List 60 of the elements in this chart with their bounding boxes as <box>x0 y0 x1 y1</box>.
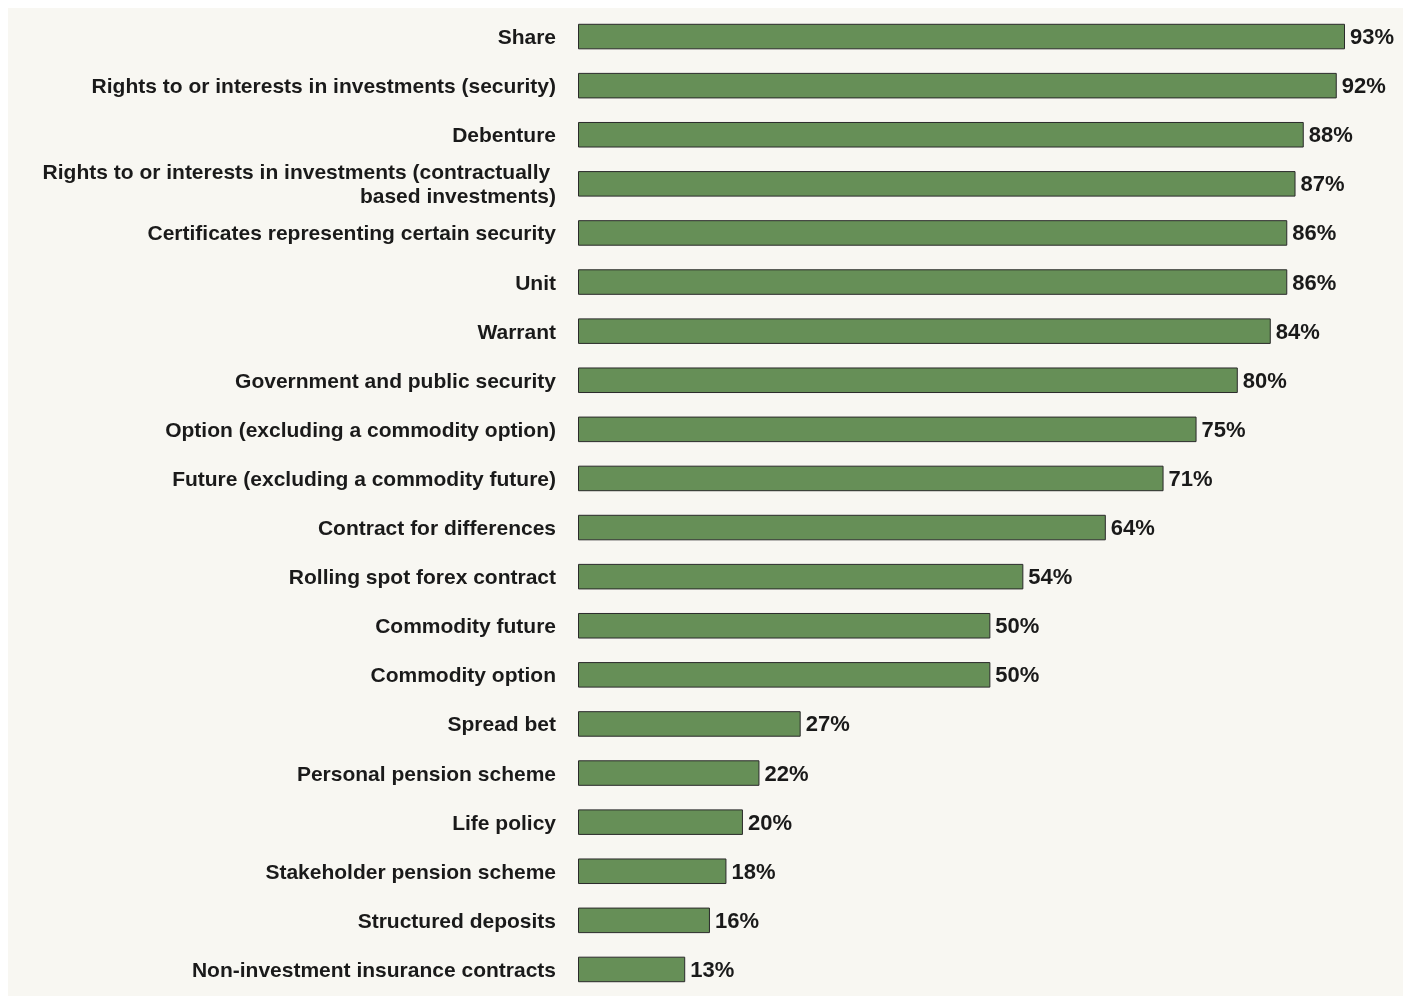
y-tick-label: Rights to or interests in investments (security) <box>91 74 556 98</box>
y-tick-label: Government and public security <box>235 368 557 392</box>
bar <box>578 367 1238 394</box>
data-label: 93% <box>1350 24 1395 50</box>
y-tick-label: Future (excluding a commodity future) <box>172 466 556 490</box>
bar <box>578 121 1304 148</box>
data-label: 80% <box>1242 367 1287 393</box>
data-label: 22% <box>764 760 809 786</box>
data-label: 13% <box>690 956 735 982</box>
y-tick-label: Commodity option <box>370 663 556 687</box>
data-label: 92% <box>1341 73 1386 99</box>
y-tick-label: Structured deposits <box>357 908 556 932</box>
bar <box>578 907 710 934</box>
data-label: 50% <box>995 662 1040 688</box>
bar <box>578 318 1271 344</box>
bar <box>578 956 686 983</box>
y-tick-label: Debenture <box>452 123 556 147</box>
bar <box>578 416 1197 443</box>
data-label: 86% <box>1292 220 1337 246</box>
y-tick-label: Non-investment insurance contracts <box>191 957 556 981</box>
bar <box>578 662 991 688</box>
bar <box>578 171 1296 197</box>
y-tick-label: Commodity future <box>375 614 556 638</box>
data-label: 71% <box>1168 465 1213 491</box>
data-label: 18% <box>731 858 776 884</box>
y-tick-label: Rolling spot forex contract <box>288 565 557 589</box>
data-label: 54% <box>1028 564 1073 590</box>
bar <box>578 23 1345 50</box>
data-label: 64% <box>1110 515 1155 541</box>
bar <box>578 514 1106 541</box>
bar <box>578 220 1288 246</box>
y-tick-label: Personal pension scheme <box>296 761 556 785</box>
bar <box>578 760 760 786</box>
data-label: 75% <box>1201 416 1246 442</box>
y-tick-label: Stakeholder pension scheme <box>265 859 556 883</box>
data-label: 87% <box>1300 171 1345 197</box>
data-label: 20% <box>747 809 792 835</box>
data-label: 50% <box>995 613 1040 639</box>
data-label: 88% <box>1308 122 1353 148</box>
bar <box>578 269 1288 295</box>
data-label: 86% <box>1292 269 1337 295</box>
data-label: 84% <box>1275 318 1320 344</box>
y-tick-label: Share <box>497 25 556 49</box>
y-tick-label: Certificates representing certain security <box>147 221 557 245</box>
y-tick-label: Option (excluding a commodity option) <box>165 417 556 441</box>
y-tick-label: Unit <box>515 270 556 294</box>
bar <box>578 563 1024 590</box>
y-tick-label: Contract for differences <box>317 516 556 540</box>
bar <box>578 612 991 639</box>
y-tick-label: Rights to or interests in investments (contractually based investments) <box>42 160 556 208</box>
bar <box>578 465 1164 492</box>
y-tick-label: Warrant <box>477 319 556 343</box>
bar <box>578 858 727 885</box>
y-tick-label: Spread bet <box>447 712 556 736</box>
bar <box>578 72 1337 99</box>
bar <box>578 809 743 835</box>
y-tick-label: Life policy <box>452 810 557 834</box>
data-label: 16% <box>714 907 759 933</box>
bar <box>578 711 801 737</box>
data-label: 27% <box>805 711 850 737</box>
